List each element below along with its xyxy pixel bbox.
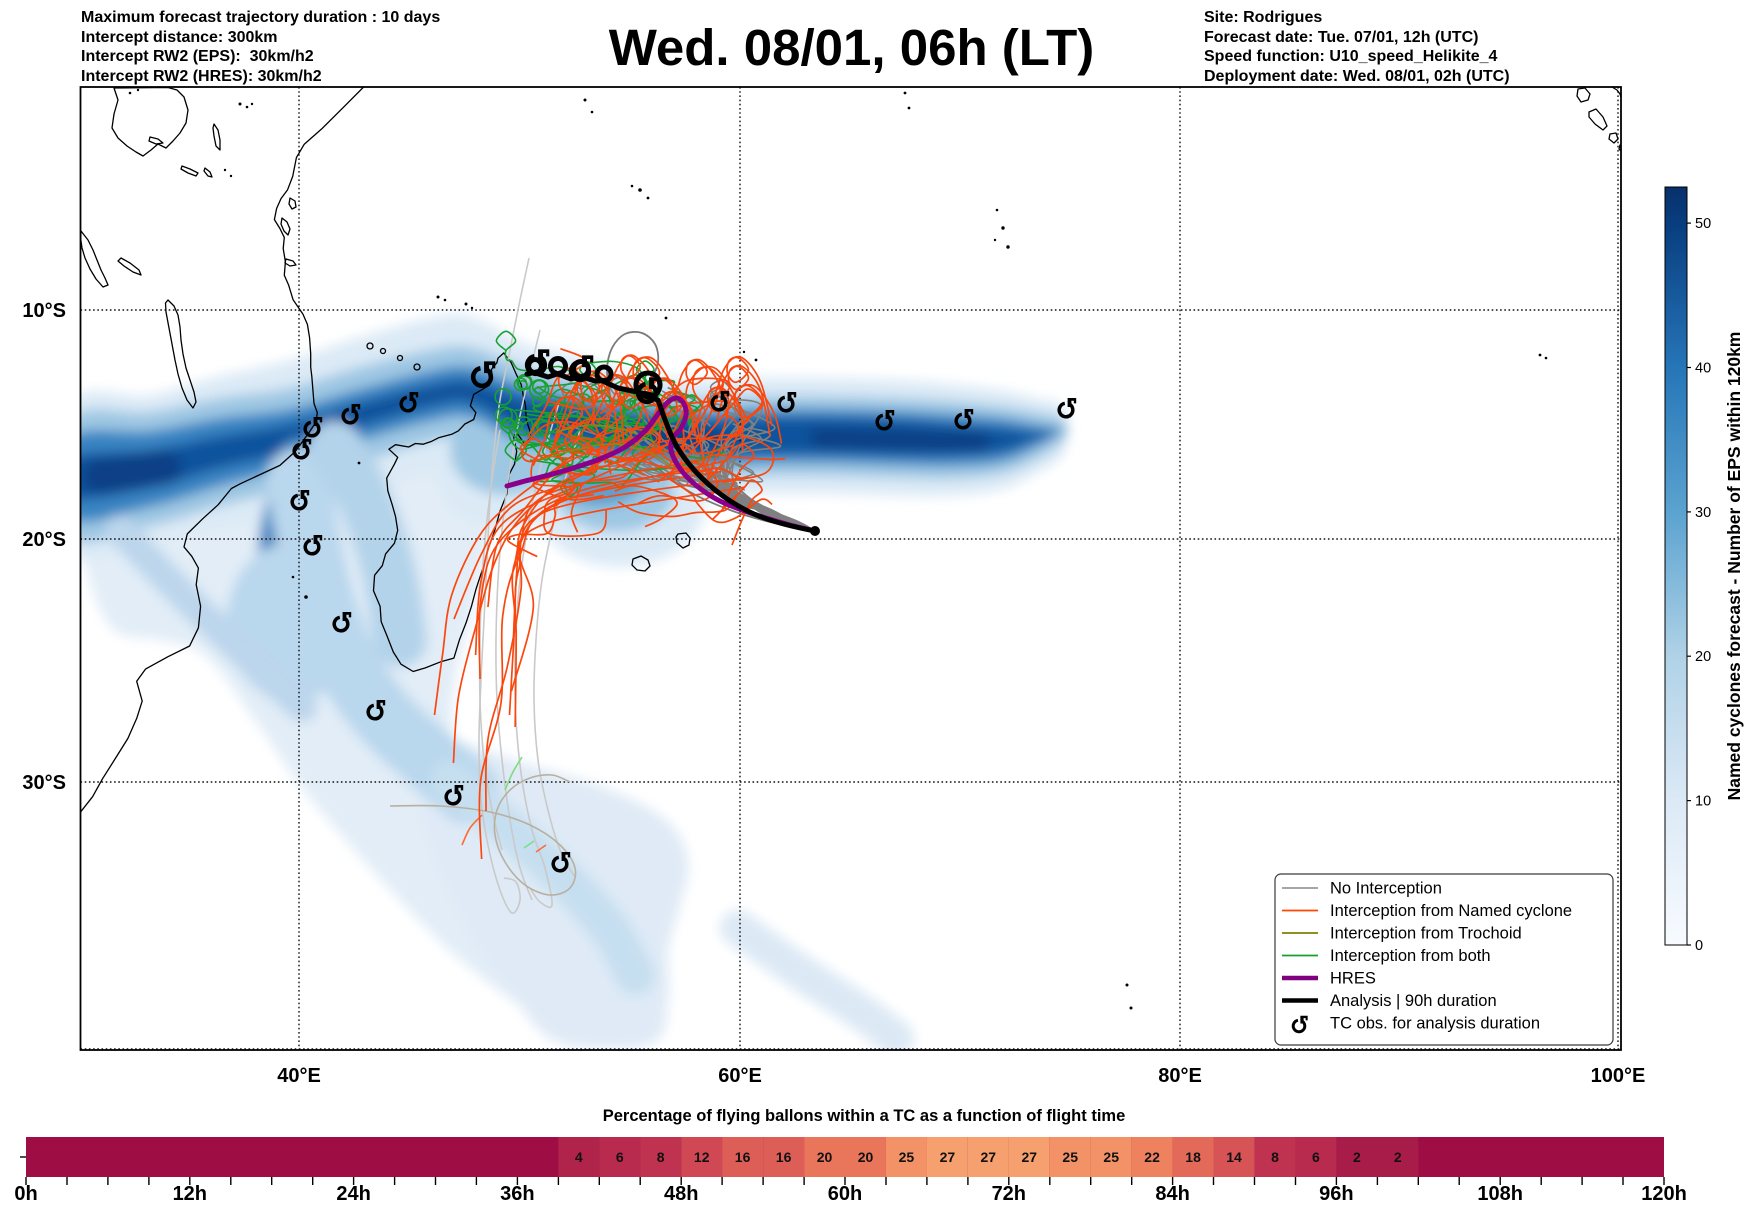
svg-text:10°S: 10°S <box>22 300 66 322</box>
svg-text:72h: 72h <box>992 1183 1026 1205</box>
svg-text:60°E: 60°E <box>718 1065 762 1087</box>
svg-text:25: 25 <box>1062 1149 1078 1165</box>
svg-text:27: 27 <box>1022 1149 1038 1165</box>
svg-text:22: 22 <box>1144 1149 1160 1165</box>
svg-text:25: 25 <box>1103 1149 1119 1165</box>
svg-text:20: 20 <box>1695 649 1711 665</box>
svg-text:27: 27 <box>940 1149 956 1165</box>
svg-text:16: 16 <box>776 1149 792 1165</box>
svg-text:4: 4 <box>575 1149 583 1165</box>
svg-text:40°E: 40°E <box>277 1065 321 1087</box>
svg-text:6: 6 <box>616 1149 624 1165</box>
svg-text:27: 27 <box>981 1149 997 1165</box>
svg-text:TC obs. for analysis duration: TC obs. for analysis duration <box>1330 1015 1540 1033</box>
svg-text:Interception from Trochoid: Interception from Trochoid <box>1330 925 1522 943</box>
svg-text:50: 50 <box>1695 216 1711 232</box>
svg-text:Interception from both: Interception from both <box>1330 947 1491 965</box>
svg-text:12h: 12h <box>173 1183 207 1205</box>
svg-text:8: 8 <box>657 1149 665 1165</box>
svg-text:24h: 24h <box>336 1183 370 1205</box>
svg-text:40: 40 <box>1695 361 1711 377</box>
svg-text:108h: 108h <box>1477 1183 1523 1205</box>
svg-text:14: 14 <box>1226 1149 1242 1165</box>
svg-text:20: 20 <box>858 1149 874 1165</box>
svg-text:36h: 36h <box>500 1183 534 1205</box>
svg-text:100°E: 100°E <box>1591 1065 1646 1087</box>
svg-text:30: 30 <box>1695 505 1711 521</box>
svg-text:2: 2 <box>1353 1149 1361 1165</box>
svg-text:Percentage of flying ballons w: Percentage of flying ballons within a TC… <box>603 1107 1126 1125</box>
svg-text:2: 2 <box>1394 1149 1402 1165</box>
svg-text:16: 16 <box>735 1149 751 1165</box>
svg-text:12: 12 <box>694 1149 710 1165</box>
svg-text:30°S: 30°S <box>22 772 66 794</box>
svg-text:HRES: HRES <box>1330 970 1376 988</box>
svg-text:20: 20 <box>817 1149 833 1165</box>
svg-text:25: 25 <box>899 1149 915 1165</box>
svg-text:18: 18 <box>1185 1149 1201 1165</box>
svg-text:60h: 60h <box>828 1183 862 1205</box>
svg-text:6: 6 <box>1312 1149 1320 1165</box>
svg-text:120h: 120h <box>1641 1183 1687 1205</box>
svg-text:Analysis | 90h duration: Analysis | 90h duration <box>1330 992 1497 1010</box>
svg-text:Named cyclones forecast - Numb: Named cyclones forecast - Number of EPS … <box>1724 332 1744 801</box>
svg-text:96h: 96h <box>1319 1183 1353 1205</box>
svg-text:20°S: 20°S <box>22 529 66 551</box>
svg-text:10: 10 <box>1695 794 1711 810</box>
svg-text:0h: 0h <box>14 1183 37 1205</box>
svg-text:80°E: 80°E <box>1158 1065 1202 1087</box>
svg-text:0: 0 <box>1695 938 1703 954</box>
svg-text:8: 8 <box>1271 1149 1279 1165</box>
svg-text:No Interception: No Interception <box>1330 880 1442 898</box>
svg-text:Interception from Named cyclon: Interception from Named cyclone <box>1330 902 1572 920</box>
svg-text:84h: 84h <box>1155 1183 1189 1205</box>
svg-text:48h: 48h <box>664 1183 698 1205</box>
